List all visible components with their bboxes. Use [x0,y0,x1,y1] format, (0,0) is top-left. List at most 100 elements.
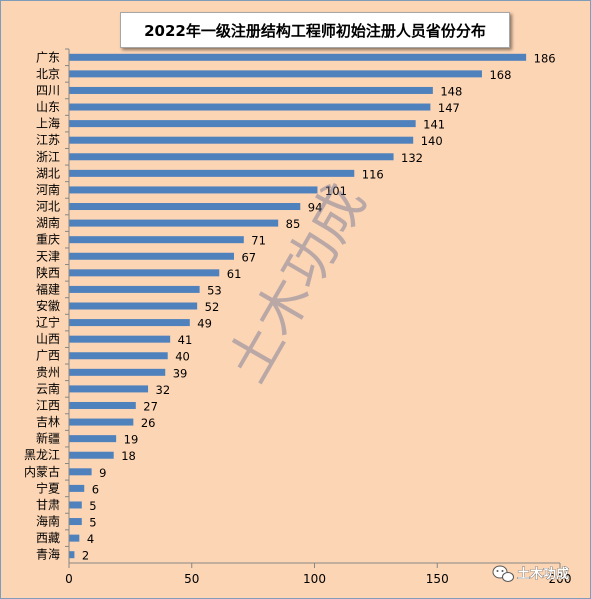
value-label-18: 40 [175,350,190,364]
bar-4 [69,120,416,128]
category-label-15: 安徽 [36,298,60,313]
bar-28 [69,518,82,526]
category-label-4: 上海 [36,116,60,131]
bar-20 [69,385,149,393]
bar-14 [69,285,200,293]
value-label-10: 85 [286,217,301,231]
bar-15 [69,302,198,310]
bar-12 [69,252,234,260]
value-label-21: 27 [143,399,158,413]
value-label-27: 5 [89,499,96,513]
x-tick-label-1: 50 [184,572,199,586]
category-label-2: 四川 [36,83,60,97]
category-label-24: 黑龙江 [24,448,60,462]
value-label-0: 186 [534,51,556,65]
bar-27 [69,501,82,509]
value-label-19: 39 [173,366,188,380]
bar-16 [69,319,190,327]
category-label-10: 湖南 [36,215,60,230]
value-label-23: 19 [124,433,139,447]
bar-13 [69,269,220,277]
category-label-27: 甘肃 [36,498,60,512]
value-label-24: 18 [121,449,136,463]
chart-title-box: 2022年一级注册结构工程师初始注册人员省份分布 [120,12,510,48]
category-label-0: 广东 [36,50,60,64]
value-label-2: 148 [440,84,462,98]
bar-10 [69,219,279,227]
x-tick-label-0: 0 [65,572,73,586]
category-label-29: 西藏 [36,531,60,545]
value-label-28: 5 [89,516,96,530]
category-label-26: 宁夏 [36,480,60,495]
bar-17 [69,335,171,343]
x-tick-label-3: 150 [426,572,449,586]
bar-2 [69,86,433,94]
category-label-13: 陕西 [36,265,60,280]
value-label-8: 101 [325,184,347,198]
wechat-icon [492,565,514,582]
category-label-3: 山东 [36,100,60,114]
bar-19 [69,368,166,376]
value-label-30: 2 [82,549,89,563]
category-label-21: 江西 [36,398,60,412]
category-label-9: 河北 [36,200,60,214]
value-label-17: 41 [178,333,193,347]
value-label-6: 132 [401,151,423,165]
bar-3 [69,103,431,111]
value-label-4: 141 [423,118,445,132]
category-label-23: 新疆 [36,431,60,446]
bar-8 [69,186,318,194]
category-label-19: 贵州 [36,365,60,379]
x-tick-label-4: 200 [549,572,572,586]
value-label-16: 49 [197,317,212,331]
category-label-18: 广西 [36,349,60,363]
bar-24 [69,451,114,459]
category-label-1: 北京 [36,67,60,81]
category-label-22: 吉林 [36,415,60,429]
bar-29 [69,534,80,542]
value-label-9: 94 [308,201,323,215]
bar-7 [69,169,355,177]
brand-watermark-text: 土木功成 [517,566,569,582]
category-label-8: 河南 [36,182,60,197]
category-label-6: 浙江 [36,150,60,164]
value-label-7: 116 [362,167,384,181]
category-label-11: 重庆 [36,233,60,247]
bar-25 [69,468,92,476]
category-label-16: 辽宁 [36,315,60,330]
value-label-13: 61 [227,267,242,281]
bar-23 [69,435,117,443]
value-label-29: 4 [87,532,94,546]
category-label-7: 湖北 [36,165,60,180]
bar-6 [69,153,394,161]
category-label-5: 江苏 [36,133,60,147]
category-label-14: 福建 [36,281,60,296]
bar-11 [69,236,244,244]
value-label-15: 52 [205,300,220,314]
value-label-14: 53 [207,283,222,297]
bar-30 [69,551,75,559]
value-label-26: 6 [92,482,99,496]
bar-9 [69,203,301,211]
bar-26 [69,484,85,492]
category-label-17: 山西 [36,332,60,346]
value-label-22: 26 [141,416,156,430]
bar-1 [69,70,482,78]
category-label-30: 青海 [36,547,60,562]
bar-21 [69,401,136,409]
value-label-25: 9 [99,466,106,480]
category-label-28: 海南 [36,514,60,529]
value-label-3: 147 [438,101,460,115]
value-label-11: 71 [251,234,266,248]
value-label-1: 168 [489,68,511,82]
chart-title: 2022年一级注册结构工程师初始注册人员省份分布 [144,21,486,40]
category-label-20: 云南 [36,381,60,396]
bar-18 [69,352,168,360]
bar-5 [69,136,414,144]
category-label-12: 天津 [36,249,60,263]
category-label-25: 内蒙古 [24,464,60,479]
value-label-5: 140 [421,134,443,148]
x-tick-label-2: 100 [303,572,326,586]
